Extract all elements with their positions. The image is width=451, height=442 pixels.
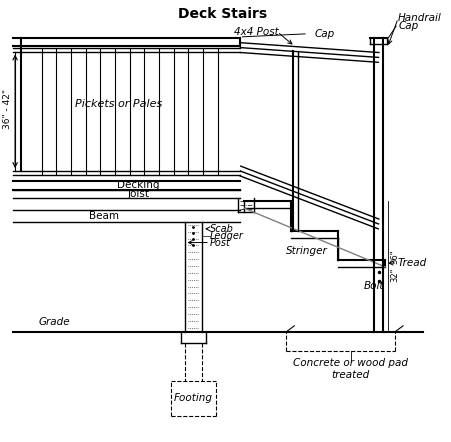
Text: Concrete or wood pad
treated: Concrete or wood pad treated (293, 358, 407, 380)
Text: Ledger: Ledger (210, 231, 244, 241)
Text: Bolt: Bolt (363, 281, 383, 291)
Text: Handrail: Handrail (397, 13, 441, 23)
Text: Grade: Grade (38, 317, 70, 327)
Text: Deck Stairs: Deck Stairs (178, 8, 267, 21)
Text: Tread: Tread (396, 258, 425, 268)
Text: Footing: Footing (174, 393, 212, 403)
Text: Scab: Scab (210, 224, 234, 234)
Text: Pickets or Pales: Pickets or Pales (75, 99, 162, 110)
Text: 4x4 Post: 4x4 Post (234, 27, 278, 37)
Text: Cap: Cap (314, 29, 334, 39)
Text: 36": 36" (389, 249, 398, 264)
Text: Stringer: Stringer (285, 246, 327, 256)
Text: 32": 32" (389, 267, 398, 282)
Text: Cap: Cap (397, 21, 418, 31)
Text: Joist: Joist (127, 189, 149, 199)
Text: 36" - 42": 36" - 42" (3, 89, 12, 130)
Text: Beam: Beam (89, 211, 119, 221)
Text: Post: Post (210, 237, 230, 248)
Text: Decking: Decking (117, 180, 160, 190)
